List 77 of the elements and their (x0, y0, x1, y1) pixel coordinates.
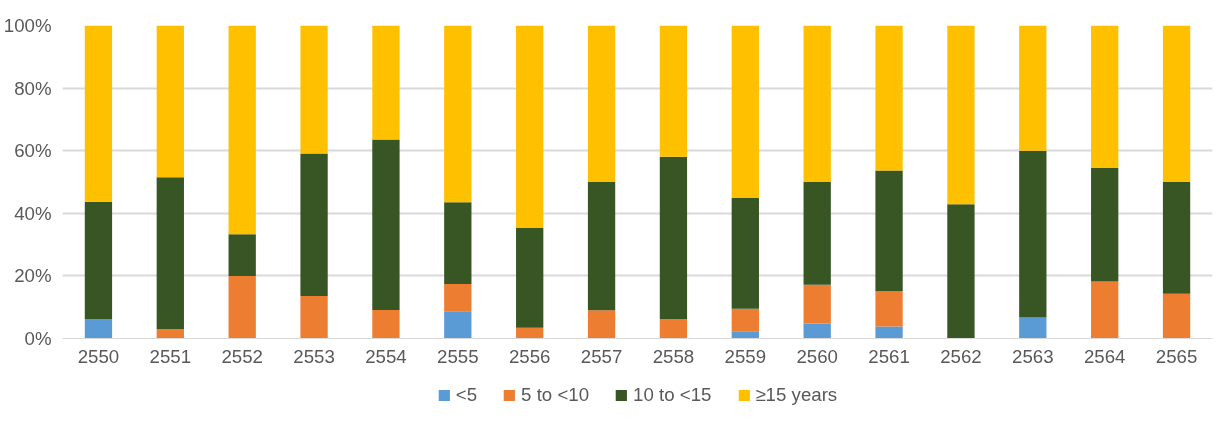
y-tick-label: 20% (14, 265, 52, 287)
bar (372, 310, 400, 339)
bar (1091, 167, 1119, 282)
bar (587, 182, 616, 311)
bar (659, 156, 688, 320)
bar (731, 308, 759, 332)
bar (300, 25, 328, 154)
x-tick-label: 2555 (437, 345, 479, 367)
y-tick-label: 0% (24, 328, 52, 349)
x-tick-label: 2558 (652, 345, 695, 367)
bar (1162, 293, 1191, 339)
bar (300, 153, 328, 296)
bar (659, 25, 688, 157)
x-tick-label: 2562 (940, 345, 982, 367)
bar (875, 25, 903, 171)
bar (516, 228, 544, 328)
bar (372, 25, 400, 140)
x-tick-label: 2557 (580, 345, 623, 367)
bar (444, 284, 472, 312)
bar (84, 201, 113, 320)
bar (444, 202, 472, 285)
bar (875, 170, 903, 292)
bar (803, 25, 831, 182)
bar (444, 25, 472, 203)
bar (156, 25, 184, 178)
bar (228, 234, 256, 276)
bar (1091, 25, 1119, 168)
x-tick-label: 2556 (508, 345, 551, 367)
x-tick-label: 2564 (1083, 345, 1126, 367)
bar (372, 139, 400, 311)
bar (731, 197, 759, 309)
x-tick-label: 2565 (1155, 345, 1198, 367)
bar (947, 204, 975, 339)
bar (1091, 281, 1119, 339)
bar (156, 177, 184, 330)
bar (1019, 317, 1047, 339)
y-tick-label: 100% (3, 15, 52, 36)
bar (1162, 25, 1191, 182)
bar (516, 25, 544, 229)
y-tick-label: 60% (14, 140, 52, 162)
bar (1019, 150, 1047, 318)
legend-label: 10 to <15 (633, 384, 712, 406)
bar (228, 275, 256, 339)
bar (659, 319, 688, 339)
bar (803, 284, 831, 324)
y-tick-label: 80% (14, 77, 52, 99)
bar (156, 329, 184, 339)
bar (1019, 25, 1047, 151)
bar (228, 25, 256, 235)
bar (1162, 182, 1191, 294)
legend-label: ≥15 years (755, 384, 838, 406)
bar (84, 319, 113, 339)
bar (516, 327, 544, 339)
x-tick-label: 2560 (796, 345, 838, 367)
bar (587, 25, 616, 182)
bar (587, 310, 616, 339)
bar (875, 291, 903, 327)
bar (731, 25, 759, 198)
x-tick-label: 2563 (1012, 345, 1054, 367)
x-tick-label: 2554 (365, 345, 407, 367)
bar (300, 295, 328, 339)
bar (84, 25, 113, 202)
bar (803, 182, 831, 285)
x-tick-label: 2552 (221, 345, 263, 367)
x-tick-label: 2553 (293, 345, 335, 367)
bar (803, 323, 831, 339)
bar (731, 331, 759, 339)
legend-label: <5 (455, 384, 478, 406)
x-tick-label: 2559 (724, 345, 767, 367)
x-tick-label: 2561 (868, 345, 910, 367)
bar (444, 311, 472, 339)
bar (947, 25, 975, 205)
x-tick-label: 2550 (77, 345, 120, 367)
bar (875, 326, 903, 339)
x-tick-label: 2551 (149, 345, 192, 367)
legend-label: 5 to <10 (521, 384, 590, 406)
y-tick-label: 40% (14, 202, 52, 224)
